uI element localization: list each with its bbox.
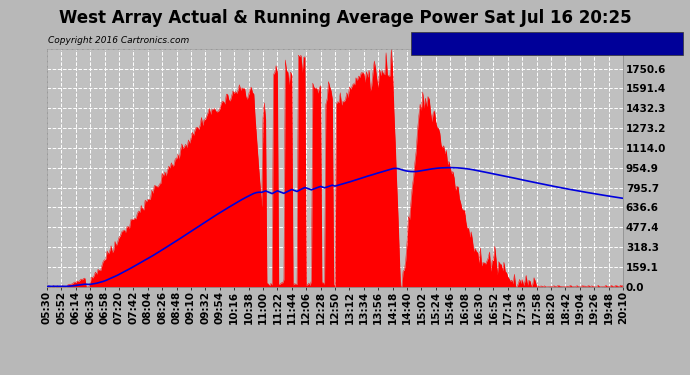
Text: Average  (DC Watts): Average (DC Watts) bbox=[414, 39, 525, 48]
Text: Copyright 2016 Cartronics.com: Copyright 2016 Cartronics.com bbox=[48, 36, 190, 45]
Text: West Array Actual & Running Average Power Sat Jul 16 20:25: West Array Actual & Running Average Powe… bbox=[59, 9, 631, 27]
Text: West Array  (DC Watts): West Array (DC Watts) bbox=[545, 39, 672, 48]
